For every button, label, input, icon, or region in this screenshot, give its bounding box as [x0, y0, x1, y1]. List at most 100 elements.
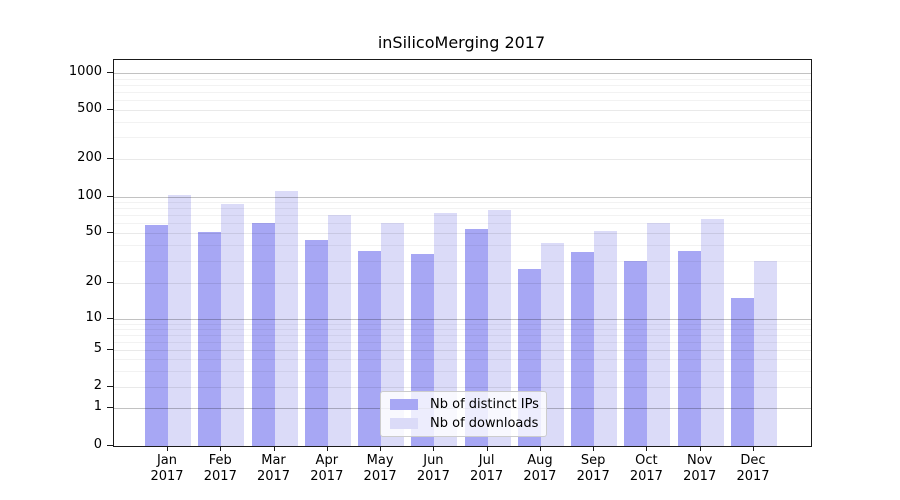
chart-title: inSilicoMerging 2017: [377, 33, 546, 52]
gridline-y-400: [114, 121, 811, 123]
x-tick-mark-feb: [220, 446, 222, 451]
gridline-y-300: [114, 137, 811, 139]
x-tick-year: 2017: [576, 469, 610, 484]
x-tick-year: 2017: [470, 469, 504, 484]
bar-distinct-ips-nov: [677, 250, 701, 446]
x-tick-year: 2017: [363, 469, 397, 484]
x-tick-mark-apr: [326, 446, 328, 451]
x-tick-year: 2017: [736, 469, 770, 484]
bar-distinct-ips-sep: [571, 252, 595, 446]
x-tick-year: 2017: [629, 469, 663, 484]
y-tick-mark-5: [107, 349, 113, 350]
gridline-y-9: [114, 323, 811, 325]
gridline-y-1000: [114, 73, 811, 74]
x-tick-mark-jul: [486, 446, 488, 451]
x-tick-label-feb: Feb 2017: [190, 453, 250, 485]
bar-downloads-oct: [647, 223, 671, 446]
x-tick-label-sep: Sep 2017: [563, 453, 623, 485]
legend-entry-downloads: Nb of downloads: [390, 416, 546, 431]
x-tick-label-apr: Apr 2017: [297, 453, 357, 485]
gridline-y-8: [114, 329, 811, 330]
bar-distinct-ips-may: [358, 250, 382, 446]
bar-downloads-may: [381, 223, 405, 446]
x-tick-mark-oct: [646, 446, 648, 451]
y-tick-mark-0: [107, 445, 113, 446]
gridline-y-2: [114, 387, 811, 388]
x-tick-label-nov: Nov 2017: [670, 453, 730, 485]
y-tick-mark-500: [107, 109, 113, 110]
x-tick-label-jun: Jun 2017: [403, 453, 463, 485]
gridline-y-100: [114, 197, 811, 198]
y-tick-label-1: 1: [93, 399, 102, 414]
y-tick-mark-10: [107, 318, 113, 319]
x-tick-mark-may: [380, 446, 382, 451]
y-tick-mark-1: [107, 407, 113, 408]
gridline-y-800: [114, 84, 811, 86]
y-tick-label-50: 50: [85, 223, 102, 239]
legend-swatch-distinct-ips-icon: [390, 399, 418, 410]
bar-downloads-apr: [327, 215, 351, 446]
x-tick-mark-nov: [699, 446, 701, 451]
gridline-y-6: [114, 341, 811, 343]
x-tick-label-aug: Aug 2017: [510, 453, 570, 485]
bar-downloads-sep: [594, 230, 618, 446]
gridline-y-4: [114, 359, 811, 360]
gridline-y-80: [114, 208, 811, 210]
y-tick-label-20: 20: [85, 274, 102, 289]
gridline-y-40: [114, 244, 811, 246]
y-tick-label-500: 500: [77, 101, 102, 116]
legend: Nb of distinct IPs Nb of downloads: [380, 391, 547, 437]
bar-downloads-mar: [274, 190, 298, 446]
x-tick-mark-mar: [273, 446, 275, 451]
gridline-y-7: [114, 335, 811, 336]
x-tick-label-dec: Dec 2017: [723, 453, 783, 485]
y-tick-label-2: 2: [93, 378, 102, 393]
x-tick-label-mar: Mar 2017: [244, 453, 304, 485]
x-tick-mark-jan: [167, 446, 168, 451]
bar-distinct-ips-oct: [624, 260, 648, 446]
x-tick-label-may: May 2017: [350, 453, 410, 485]
y-tick-label-0: 0: [93, 437, 102, 452]
x-tick-label-oct: Oct 2017: [616, 453, 676, 485]
y-tick-label-100: 100: [77, 188, 102, 203]
y-tick-mark-2: [107, 386, 113, 387]
x-tick-year: 2017: [310, 469, 344, 484]
bar-downloads-jun: [434, 213, 458, 446]
gridline-y-600: [114, 100, 811, 102]
y-tick-label-5: 5: [93, 341, 102, 356]
bar-downloads-jan: [168, 194, 191, 446]
bar-downloads-nov: [700, 219, 724, 446]
bar-distinct-ips-apr: [304, 239, 328, 446]
gridline-y-700: [114, 92, 811, 93]
y-tick-mark-1000: [107, 72, 113, 73]
x-tick-mark-jun: [433, 446, 435, 451]
bar-distinct-ips-jan: [145, 224, 168, 446]
x-tick-year: 2017: [150, 469, 184, 484]
bar-downloads-dec: [754, 260, 777, 446]
x-tick-mark-dec: [753, 446, 754, 451]
bar-distinct-ips-dec: [731, 297, 754, 446]
x-tick-year: 2017: [523, 469, 557, 484]
gridline-y-500: [114, 110, 811, 111]
x-tick-year: 2017: [683, 469, 717, 484]
legend-label-downloads: Nb of downloads: [430, 416, 539, 431]
x-tick-label-jul: Jul 2017: [457, 453, 517, 485]
gridline-y-10: [114, 319, 811, 320]
y-tick-mark-20: [107, 282, 113, 283]
bar-distinct-ips-feb: [198, 231, 222, 446]
y-tick-mark-100: [107, 196, 113, 197]
gridline-y-200: [114, 159, 811, 160]
gridline-y-3: [114, 370, 811, 372]
x-tick-mark-sep: [593, 446, 595, 451]
gridline-y-60: [114, 223, 811, 225]
y-tick-label-1000: 1000: [68, 64, 102, 79]
y-tick-label-200: 200: [77, 150, 102, 165]
gridline-y-30: [114, 260, 811, 262]
bar-downloads-jul: [487, 210, 511, 446]
legend-entry-distinct-ips: Nb of distinct IPs: [390, 397, 546, 412]
y-tick-mark-50: [107, 231, 113, 233]
y-tick-mark-200: [107, 158, 113, 159]
legend-label-distinct-ips: Nb of distinct IPs: [430, 397, 539, 412]
y-tick-label-10: 10: [85, 310, 102, 325]
